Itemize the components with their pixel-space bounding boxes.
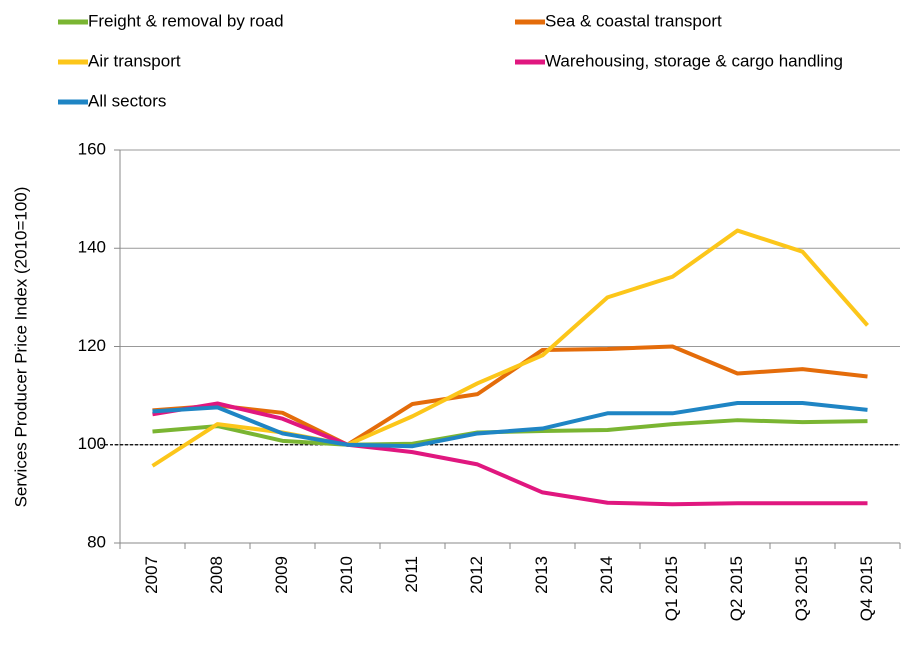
x-tick-label: Q3 2015 — [792, 556, 811, 621]
y-tick-label: 140 — [78, 238, 106, 257]
x-tick-label: Q4 2015 — [857, 556, 876, 621]
legend-label: All sectors — [88, 91, 166, 110]
y-tick-label: 160 — [78, 139, 106, 158]
y-tick-label: 80 — [87, 532, 106, 551]
y-tick-label: 120 — [78, 336, 106, 355]
x-tick-label: Q2 2015 — [727, 556, 746, 621]
series-line — [152, 344, 868, 447]
x-tick-label: 2011 — [402, 556, 421, 593]
x-tick-label: 2014 — [597, 556, 616, 594]
legend-label: Freight & removal by road — [88, 11, 284, 30]
x-tick-label: 2008 — [207, 556, 226, 594]
x-tick-label: Q1 2015 — [662, 556, 681, 621]
x-tick-label: 2009 — [272, 556, 291, 594]
x-tick-label: 2012 — [467, 556, 486, 594]
legend-label: Air transport — [88, 51, 181, 70]
legend-label: Warehousing, storage & cargo handling — [545, 51, 843, 70]
series-line — [152, 401, 868, 507]
y-tick-label: 100 — [78, 434, 106, 453]
y-axis-label: Services Producer Price Index (2010=100) — [11, 187, 30, 508]
x-tick-label: 2013 — [532, 556, 551, 594]
x-tick-label: 2010 — [337, 556, 356, 594]
series-line — [152, 400, 868, 449]
x-tick-label: 2007 — [142, 556, 161, 594]
legend-label: Sea & coastal transport — [545, 11, 722, 30]
